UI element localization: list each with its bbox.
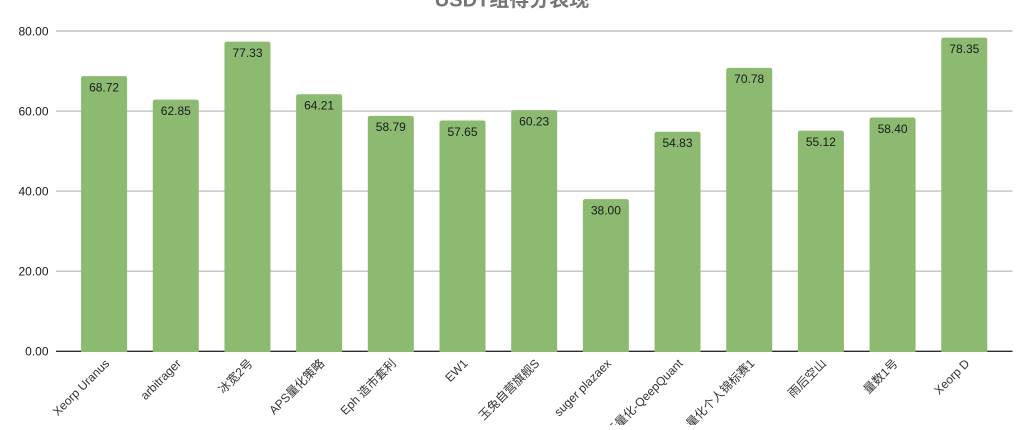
svg-text:58.40: 58.40 <box>878 122 908 136</box>
svg-text:USDT: USDT <box>435 0 489 12</box>
svg-text:Xeorp Uranus: Xeorp Uranus <box>50 356 112 418</box>
svg-text:58.79: 58.79 <box>376 120 406 134</box>
svg-text:64.21: 64.21 <box>304 99 334 113</box>
svg-text:2: 2 <box>233 365 248 380</box>
svg-text:78.35: 78.35 <box>949 42 979 56</box>
svg-text:20.00: 20.00 <box>18 265 48 279</box>
svg-text:68.72: 68.72 <box>89 80 119 94</box>
svg-text:55.12: 55.12 <box>806 135 836 149</box>
svg-text:-QeepQuant: -QeepQuant <box>629 356 686 413</box>
svg-text:0.00: 0.00 <box>25 345 49 359</box>
svg-text:80.00: 80.00 <box>18 24 48 38</box>
svg-text:1: 1 <box>743 356 758 371</box>
svg-text:arbitrager: arbitrager <box>138 356 184 402</box>
svg-text:APS: APS <box>266 390 293 417</box>
svg-text:77.33: 77.33 <box>232 46 262 60</box>
svg-text:suger plazaex: suger plazaex <box>551 356 614 419</box>
svg-text:60.00: 60.00 <box>18 104 48 118</box>
svg-text:54.83: 54.83 <box>662 136 692 150</box>
svg-text:40.00: 40.00 <box>18 184 48 198</box>
svg-text:62.85: 62.85 <box>161 104 191 118</box>
svg-text:60.23: 60.23 <box>519 114 549 128</box>
svg-text:38.00: 38.00 <box>591 203 621 217</box>
svg-text:70.78: 70.78 <box>734 72 764 86</box>
svg-text:EW1: EW1 <box>442 356 471 385</box>
svg-text:Xeorp D: Xeorp D <box>931 356 972 397</box>
svg-text:57.65: 57.65 <box>447 125 477 139</box>
svg-text:Eph: Eph <box>338 393 363 418</box>
